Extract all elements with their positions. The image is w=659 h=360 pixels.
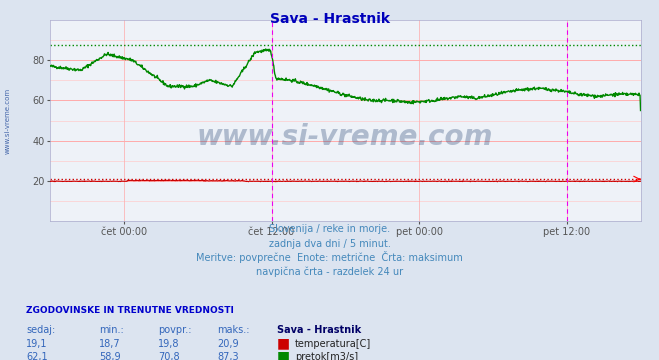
Text: sedaj:: sedaj: [26, 325, 55, 335]
Text: Sava - Hrastnik: Sava - Hrastnik [277, 325, 361, 335]
Text: povpr.:: povpr.: [158, 325, 192, 335]
Text: zadnja dva dni / 5 minut.: zadnja dva dni / 5 minut. [269, 239, 390, 249]
Text: maks.:: maks.: [217, 325, 250, 335]
Text: ZGODOVINSKE IN TRENUTNE VREDNOSTI: ZGODOVINSKE IN TRENUTNE VREDNOSTI [26, 306, 234, 315]
Text: 62,1: 62,1 [26, 352, 48, 360]
Text: pretok[m3/s]: pretok[m3/s] [295, 352, 358, 360]
Text: ■: ■ [277, 349, 290, 360]
Text: 87,3: 87,3 [217, 352, 239, 360]
Text: min.:: min.: [99, 325, 124, 335]
Text: Meritve: povprečne  Enote: metrične  Črta: maksimum: Meritve: povprečne Enote: metrične Črta:… [196, 251, 463, 263]
Text: 19,8: 19,8 [158, 339, 180, 350]
Text: 70,8: 70,8 [158, 352, 180, 360]
Text: www.si-vreme.com: www.si-vreme.com [197, 123, 494, 151]
Text: ■: ■ [277, 336, 290, 350]
Text: www.si-vreme.com: www.si-vreme.com [5, 87, 11, 154]
Text: Slovenija / reke in morje.: Slovenija / reke in morje. [269, 224, 390, 234]
Text: 58,9: 58,9 [99, 352, 121, 360]
Text: 20,9: 20,9 [217, 339, 239, 350]
Text: navpična črta - razdelek 24 ur: navpična črta - razdelek 24 ur [256, 267, 403, 278]
Text: 19,1: 19,1 [26, 339, 48, 350]
Text: temperatura[C]: temperatura[C] [295, 339, 372, 350]
Text: Sava - Hrastnik: Sava - Hrastnik [270, 12, 389, 26]
Text: 18,7: 18,7 [99, 339, 121, 350]
